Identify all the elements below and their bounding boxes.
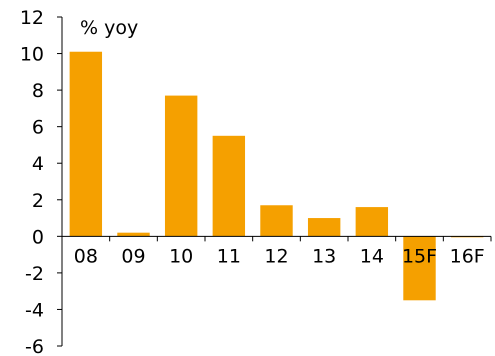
y-tick-label: 4: [32, 153, 44, 175]
y-ticks-group: -6 -4 -2 0 2 4 6 8 10 12: [20, 7, 62, 356]
x-tick-label: 11: [217, 245, 241, 267]
x-tick-label: 09: [121, 245, 145, 267]
x-tick-label: 12: [264, 245, 288, 267]
bar-13: [307, 218, 341, 237]
bar-14: [355, 207, 389, 237]
y-tick-label: 0: [32, 226, 44, 248]
bar-09: [117, 232, 150, 237]
x-tick-label: 13: [312, 245, 336, 267]
y-tick-label: 8: [32, 80, 44, 102]
bar-08: [69, 51, 103, 237]
y-tick-label: -6: [25, 336, 44, 356]
x-tick-label: 15F: [402, 245, 437, 267]
bar-11: [212, 135, 246, 237]
y-tick-label: 10: [20, 44, 44, 66]
bars-group: [69, 51, 484, 301]
x-ticks-group: 08 09 10 11 12 13 14 15F 16F: [61, 236, 492, 267]
y-tick-label: 12: [20, 7, 44, 29]
bar-15F: [403, 236, 436, 301]
x-tick-label: 08: [74, 245, 98, 267]
bar-12: [260, 205, 293, 237]
y-tick-label: 6: [32, 117, 44, 139]
y-tick-label: 2: [32, 190, 44, 212]
y-axis-unit-label: % yoy: [80, 17, 138, 39]
x-tick-label: 14: [360, 245, 384, 267]
y-tick-label: -4: [25, 299, 44, 321]
bar-10: [164, 95, 198, 237]
x-tick-label: 16F: [450, 245, 485, 267]
y-tick-label: -2: [25, 263, 44, 285]
x-tick-label: 10: [169, 245, 193, 267]
